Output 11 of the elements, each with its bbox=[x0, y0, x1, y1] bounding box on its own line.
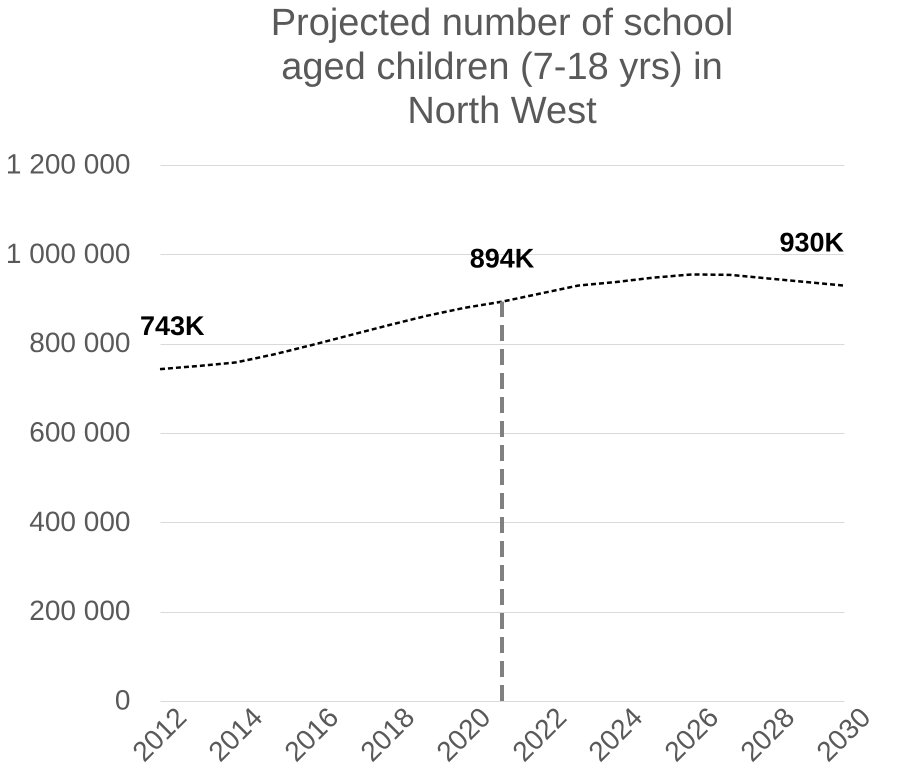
y-tick-label: 200 000 bbox=[29, 595, 130, 626]
annotation: 930K bbox=[779, 228, 844, 258]
y-tick-label: 800 000 bbox=[29, 327, 130, 358]
y-tick-label: 400 000 bbox=[29, 506, 130, 537]
y-tick-label: 600 000 bbox=[29, 416, 130, 448]
chart-title: Projected number of school aged children (7-18 yrs) in North West bbox=[270, 2, 734, 132]
y-tick-label: 1 000 000 bbox=[6, 238, 130, 269]
y-tick-label: 0 bbox=[114, 684, 130, 716]
annotation: 894K bbox=[470, 244, 535, 274]
annotation: 743K bbox=[140, 311, 206, 342]
y-tick-label: 1 200 000 bbox=[6, 148, 130, 180]
